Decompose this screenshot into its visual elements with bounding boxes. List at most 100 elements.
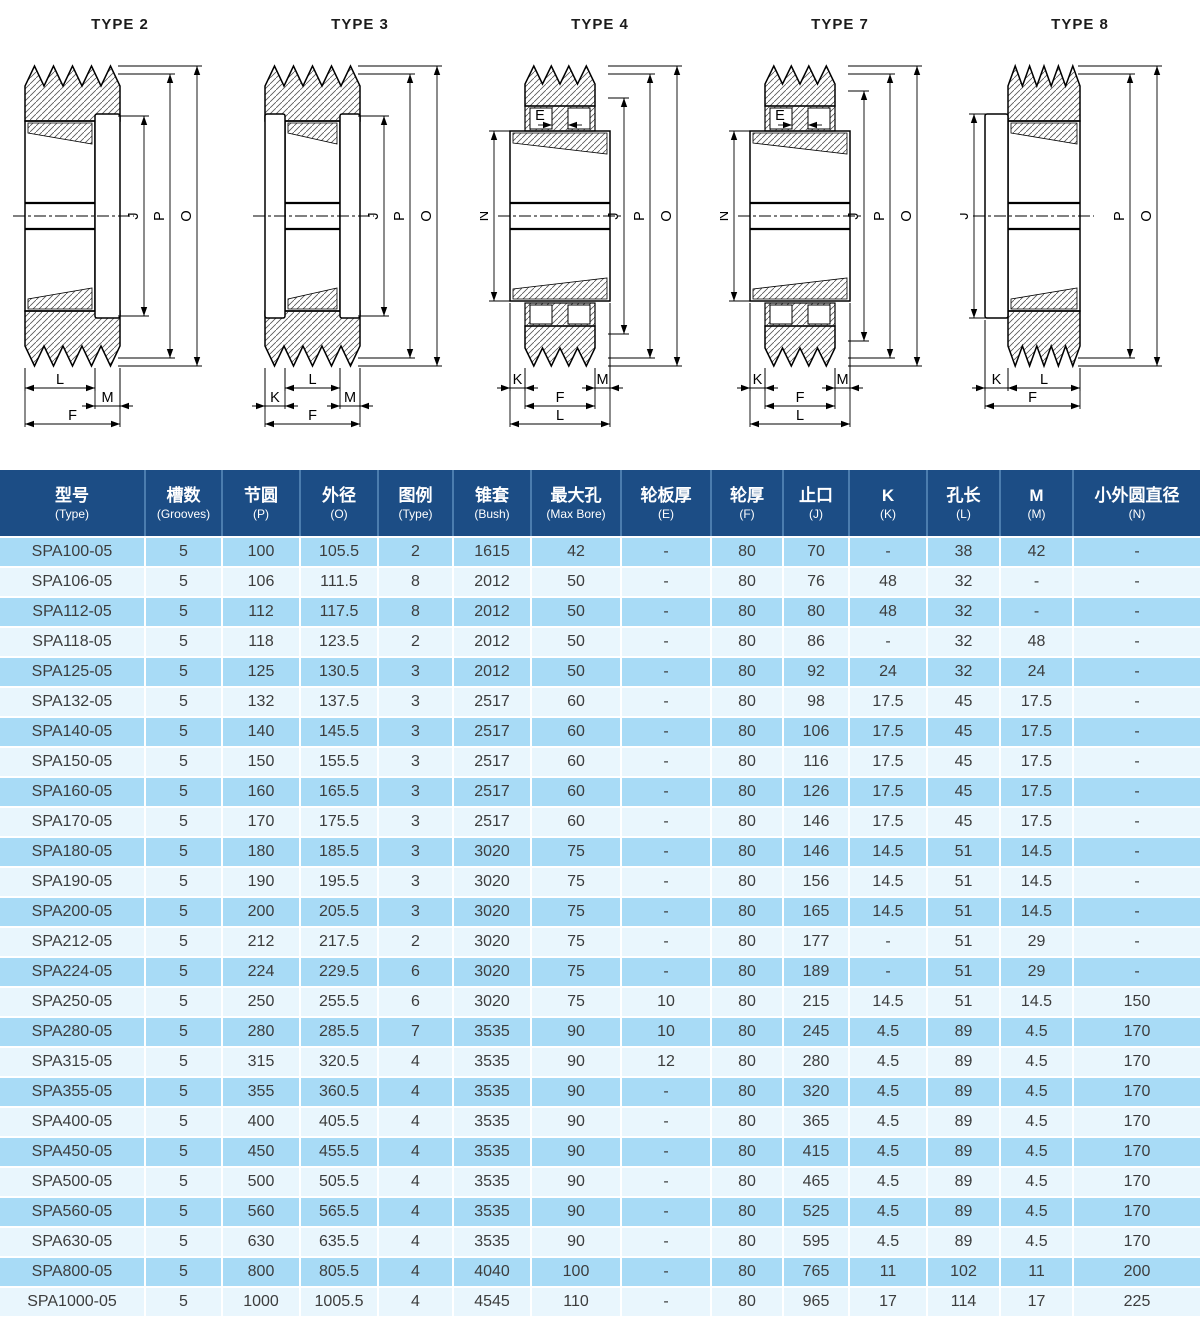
- table-cell: SPA280-05: [0, 1016, 145, 1047]
- table-cell: 405.5: [299, 1106, 378, 1137]
- table-cell: 3535: [452, 1016, 531, 1047]
- table-cell: 80: [710, 776, 783, 807]
- table-cell: -: [620, 836, 711, 867]
- table-cell: 185.5: [299, 836, 378, 867]
- svg-text:F: F: [308, 408, 317, 424]
- table-cell: -: [848, 536, 927, 567]
- table-cell: 4.5: [999, 1106, 1073, 1137]
- table-cell: 80: [710, 1226, 783, 1257]
- table-cell: 4: [377, 1256, 453, 1287]
- table-cell: 5: [144, 896, 222, 927]
- table-cell: 14.5: [999, 896, 1073, 927]
- table-cell: 165.5: [299, 776, 378, 807]
- table-cell: 51: [926, 866, 1000, 897]
- table-cell: 90: [530, 1106, 621, 1137]
- table-row: SPA170-05 5 170 175.5 3 2517 60-80 146 17.5 45 17.…: [0, 806, 1200, 837]
- column-header-en: (P): [253, 506, 269, 521]
- table-cell: 4.5: [848, 1226, 927, 1257]
- table-cell: -: [620, 1136, 711, 1167]
- table-cell: 17.5: [999, 746, 1073, 777]
- table-cell: 4: [377, 1046, 453, 1077]
- table-cell: 123.5: [299, 626, 378, 657]
- table-cell: -: [848, 956, 927, 987]
- table-cell: 42: [530, 536, 621, 567]
- table-cell: 2517: [452, 806, 531, 837]
- table-cell: 80: [710, 1166, 783, 1197]
- table-cell: 4.5: [999, 1016, 1073, 1047]
- table-cell: 80: [710, 866, 783, 897]
- table-cell: 320.5: [299, 1046, 378, 1077]
- table-cell: 90: [530, 1196, 621, 1227]
- table-cell: 4.5: [999, 1226, 1073, 1257]
- table-cell: SPA150-05: [0, 746, 145, 777]
- table-cell: 45: [926, 686, 1000, 717]
- table-cell: -: [620, 716, 711, 747]
- table-cell: 4: [377, 1286, 453, 1316]
- table-cell: 2517: [452, 776, 531, 807]
- column-header: 轮厚 (F): [710, 470, 783, 538]
- table-cell: 80: [782, 596, 849, 627]
- table-cell: 5: [144, 686, 222, 717]
- table-cell: 14.5: [999, 986, 1073, 1017]
- table-cell: 190: [221, 866, 300, 897]
- table-cell: -: [1072, 956, 1200, 987]
- svg-text:K: K: [992, 372, 1002, 388]
- table-cell: 100: [221, 536, 300, 567]
- table-cell: 1005.5: [299, 1286, 378, 1316]
- table-cell: 255.5: [299, 986, 378, 1017]
- table-cell: 1615: [452, 536, 531, 567]
- column-header: 槽数 (Grooves): [144, 470, 222, 538]
- svg-text:L: L: [1040, 372, 1048, 388]
- table-cell: 132: [221, 686, 300, 717]
- table-cell: 32: [926, 626, 1000, 657]
- table-cell: 14.5: [999, 866, 1073, 897]
- table-cell: 245: [782, 1016, 849, 1047]
- table-cell: 2517: [452, 686, 531, 717]
- diagram-title: TYPE 3: [331, 16, 389, 33]
- svg-text:O: O: [419, 210, 435, 221]
- table-cell: -: [620, 1286, 711, 1316]
- column-header-zh: 轮厚: [730, 485, 764, 505]
- table-cell: 156: [782, 866, 849, 897]
- table-cell: -: [620, 536, 711, 567]
- table-cell: 5: [144, 1106, 222, 1137]
- column-header-en: (E): [658, 506, 674, 521]
- table-cell: 170: [1072, 1046, 1200, 1077]
- table-cell: 80: [710, 716, 783, 747]
- table-row: SPA212-05 5 212 217.5 2 3020 75-80 177-51 29-: [0, 926, 1200, 957]
- table-cell: 4: [377, 1076, 453, 1107]
- table-cell: 3: [377, 836, 453, 867]
- svg-text:E: E: [535, 108, 545, 124]
- table-cell: 2012: [452, 626, 531, 657]
- table-cell: 4.5: [999, 1046, 1073, 1077]
- column-header-zh: 锥套: [475, 485, 509, 505]
- column-header: 锥套 (Bush): [452, 470, 531, 538]
- table-cell: 3: [377, 746, 453, 777]
- column-header: 节圆 (P): [221, 470, 300, 538]
- table-cell: 89: [926, 1016, 1000, 1047]
- table-cell: 100: [530, 1256, 621, 1287]
- table-cell: 98: [782, 686, 849, 717]
- table-cell: 86: [782, 626, 849, 657]
- table-cell: 118: [221, 626, 300, 657]
- table-cell: 90: [530, 1046, 621, 1077]
- svg-text:J: J: [606, 212, 622, 219]
- table-cell: -: [620, 956, 711, 987]
- table-cell: -: [1072, 896, 1200, 927]
- table-cell: 170: [1072, 1106, 1200, 1137]
- table-cell: 17: [848, 1286, 927, 1316]
- table-cell: 320: [782, 1076, 849, 1107]
- table-cell: 14.5: [999, 836, 1073, 867]
- svg-text:J: J: [846, 212, 862, 219]
- column-header-en: (Type): [398, 506, 433, 521]
- table-cell: 51: [926, 926, 1000, 957]
- column-header: K (K): [848, 470, 927, 538]
- table-cell: 170: [221, 806, 300, 837]
- table-cell: 29: [999, 926, 1073, 957]
- table-cell: 11: [848, 1256, 927, 1287]
- table-cell: SPA160-05: [0, 776, 145, 807]
- table-cell: -: [620, 686, 711, 717]
- table-cell: 110: [530, 1286, 621, 1316]
- table-cell: 80: [710, 986, 783, 1017]
- table-cell: 5: [144, 1076, 222, 1107]
